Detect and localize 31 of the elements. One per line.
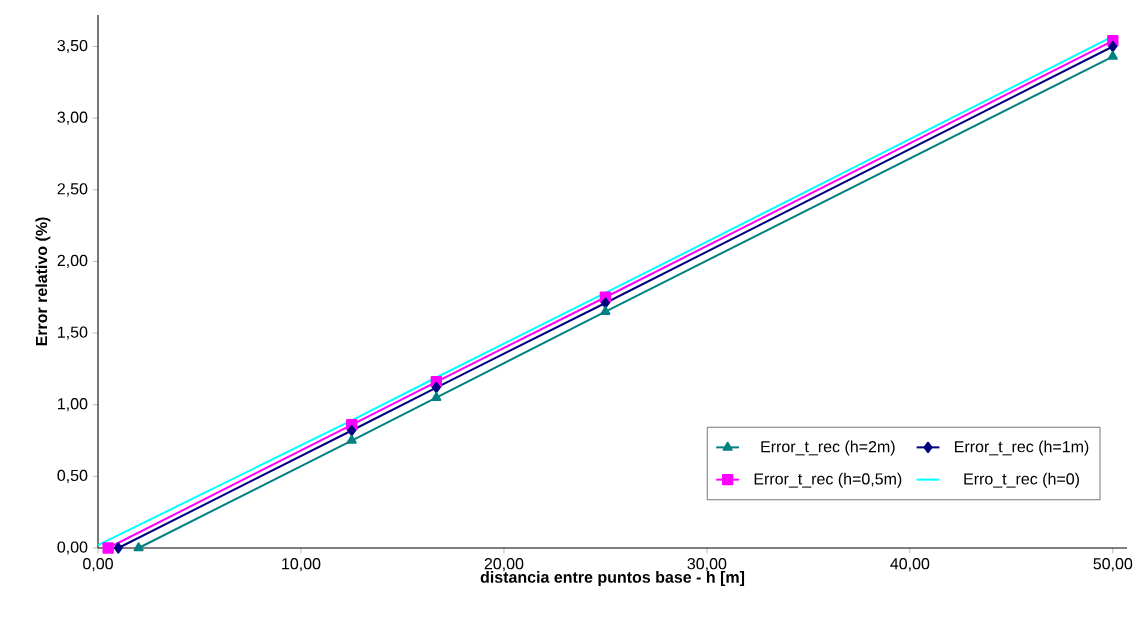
- x-tick-label: 0,00: [83, 558, 113, 572]
- y-tick-label: 2,00: [57, 254, 88, 269]
- y-tick-label: 0,00: [57, 541, 88, 555]
- point: [1107, 50, 1118, 60]
- legend-label: Erro_t_rec (h=0): [964, 472, 1079, 488]
- legend-label: Error_t_rec (h=1m): [955, 440, 1089, 456]
- point: [431, 381, 441, 394]
- point: [346, 434, 357, 444]
- y-tick-label: 3,50: [57, 39, 88, 54]
- x-tick-label: 30,00: [687, 558, 727, 572]
- x-tick-label: 40,00: [890, 558, 930, 572]
- x-axis-title: distancia entre puntos base - h [m]: [480, 571, 745, 586]
- y-axis-title: Error relativo (%): [35, 217, 51, 346]
- y-tick-label: 0,50: [57, 469, 88, 483]
- x-tick-label: 10,00: [282, 558, 321, 572]
- legend-label: Error_t_rec (h=2m): [761, 440, 895, 456]
- point: [102, 542, 114, 554]
- y-tick-label: 1,50: [58, 326, 88, 340]
- point: [1108, 40, 1118, 53]
- point: [347, 424, 357, 437]
- legend-label: Error_t_rec (h=0,5m): [754, 472, 902, 488]
- y-tick-label: 2,50: [57, 183, 88, 197]
- point: [600, 305, 611, 315]
- x-tick-label: 50,00: [1093, 558, 1133, 572]
- y-tick-label: 3,00: [57, 111, 88, 125]
- point: [133, 542, 144, 552]
- x-tick-label: 20,00: [484, 558, 524, 572]
- y-tick-label: 1,00: [58, 398, 88, 412]
- point: [113, 542, 123, 554]
- point: [600, 297, 610, 309]
- point: [431, 391, 442, 401]
